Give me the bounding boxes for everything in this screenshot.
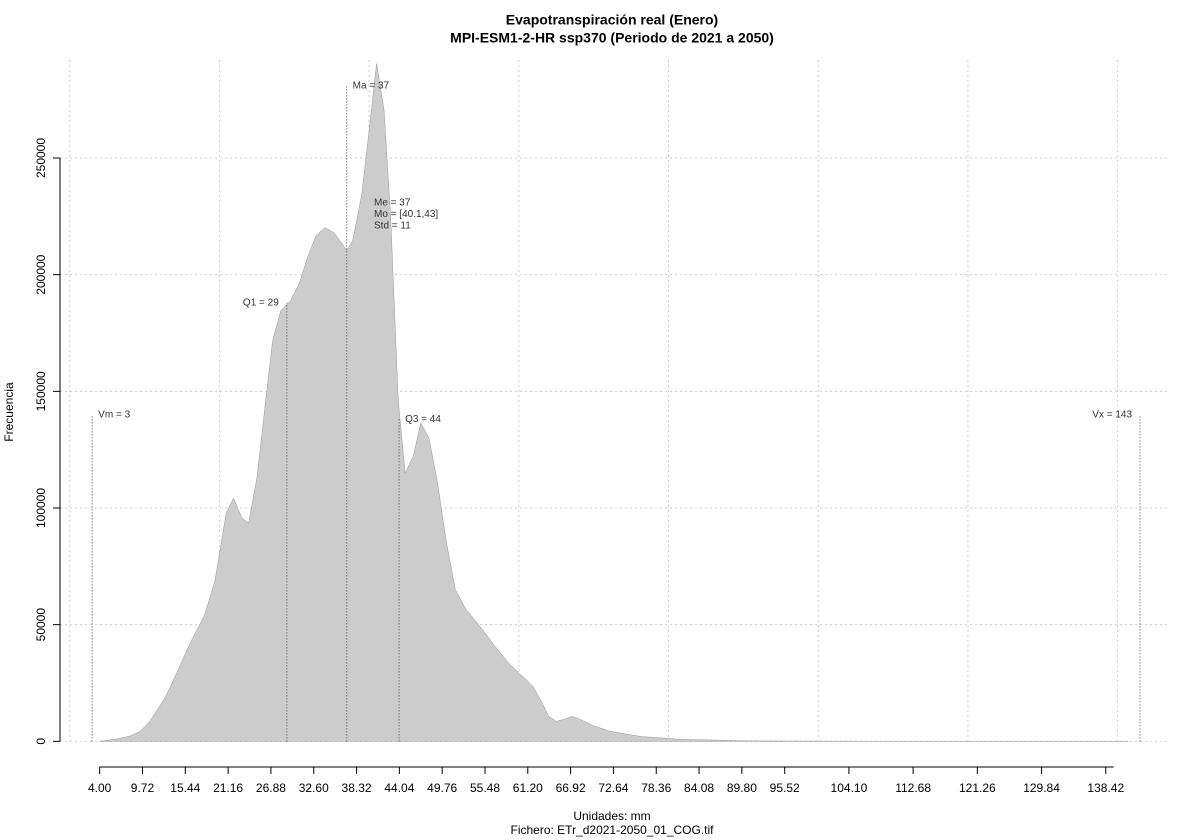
- x-tick-label: 9.72: [131, 781, 155, 795]
- stat-label: Me = 37: [374, 198, 411, 209]
- x-tick-label: 104.10: [831, 781, 868, 795]
- x-tick-label: 55.48: [470, 781, 500, 795]
- x-tick-label: 78.36: [641, 781, 671, 795]
- x-tick-label: 26.88: [256, 781, 286, 795]
- x-tick-label: 21.16: [213, 781, 243, 795]
- x-tick-label: 38.32: [342, 781, 372, 795]
- chart-title: Evapotranspiración real (Enero): [506, 12, 718, 28]
- x-axis-label: Unidades: mm: [573, 809, 650, 823]
- stat-label: Mo = [40.1,43]: [374, 209, 438, 220]
- y-tick-label: 0: [34, 738, 48, 745]
- x-tick-label: 4.00: [88, 781, 112, 795]
- area: [99, 63, 1129, 742]
- chart-subtitle: MPI-ESM1-2-HR ssp370 (Periodo de 2021 a …: [450, 30, 774, 46]
- y-tick-label: 250000: [34, 138, 48, 178]
- annotation-label: Vm = 3: [98, 409, 130, 420]
- x-tick-label: 49.76: [427, 781, 457, 795]
- x-tick-label: 32.60: [299, 781, 329, 795]
- x-tick-label: 84.08: [684, 781, 714, 795]
- x-tick-label: 95.52: [770, 781, 800, 795]
- x-tick-label: 89.80: [727, 781, 757, 795]
- x-tick-label: 72.64: [598, 781, 628, 795]
- annotation-label: Q1 = 29: [243, 297, 279, 308]
- y-tick-label: 200000: [34, 254, 48, 294]
- x-tick-label: 66.92: [556, 781, 586, 795]
- stat-label: Std = 11: [374, 221, 411, 232]
- y-axis-label: Frecuencia: [2, 382, 16, 442]
- x-tick-label: 112.68: [895, 781, 931, 795]
- x-tick-label: 121.26: [959, 781, 996, 795]
- annotation-label: Q3 = 44: [405, 414, 441, 425]
- x-tick-label: 129.84: [1023, 781, 1060, 795]
- y-tick-label: 100000: [34, 488, 48, 528]
- annotation-label: Ma = 37: [353, 80, 390, 91]
- footer: Fichero: ETr_d2021-2050_01_COG.tif: [511, 823, 715, 837]
- annotation-label: Vx = 143: [1092, 409, 1132, 420]
- x-tick-label: 44.04: [384, 781, 414, 795]
- y-tick-label: 150000: [34, 371, 48, 411]
- x-tick-label: 138.42: [1087, 781, 1124, 795]
- x-tick-label: 15.44: [170, 781, 200, 795]
- x-tick-label: 61.20: [513, 781, 543, 795]
- y-tick-label: 50000: [34, 608, 48, 642]
